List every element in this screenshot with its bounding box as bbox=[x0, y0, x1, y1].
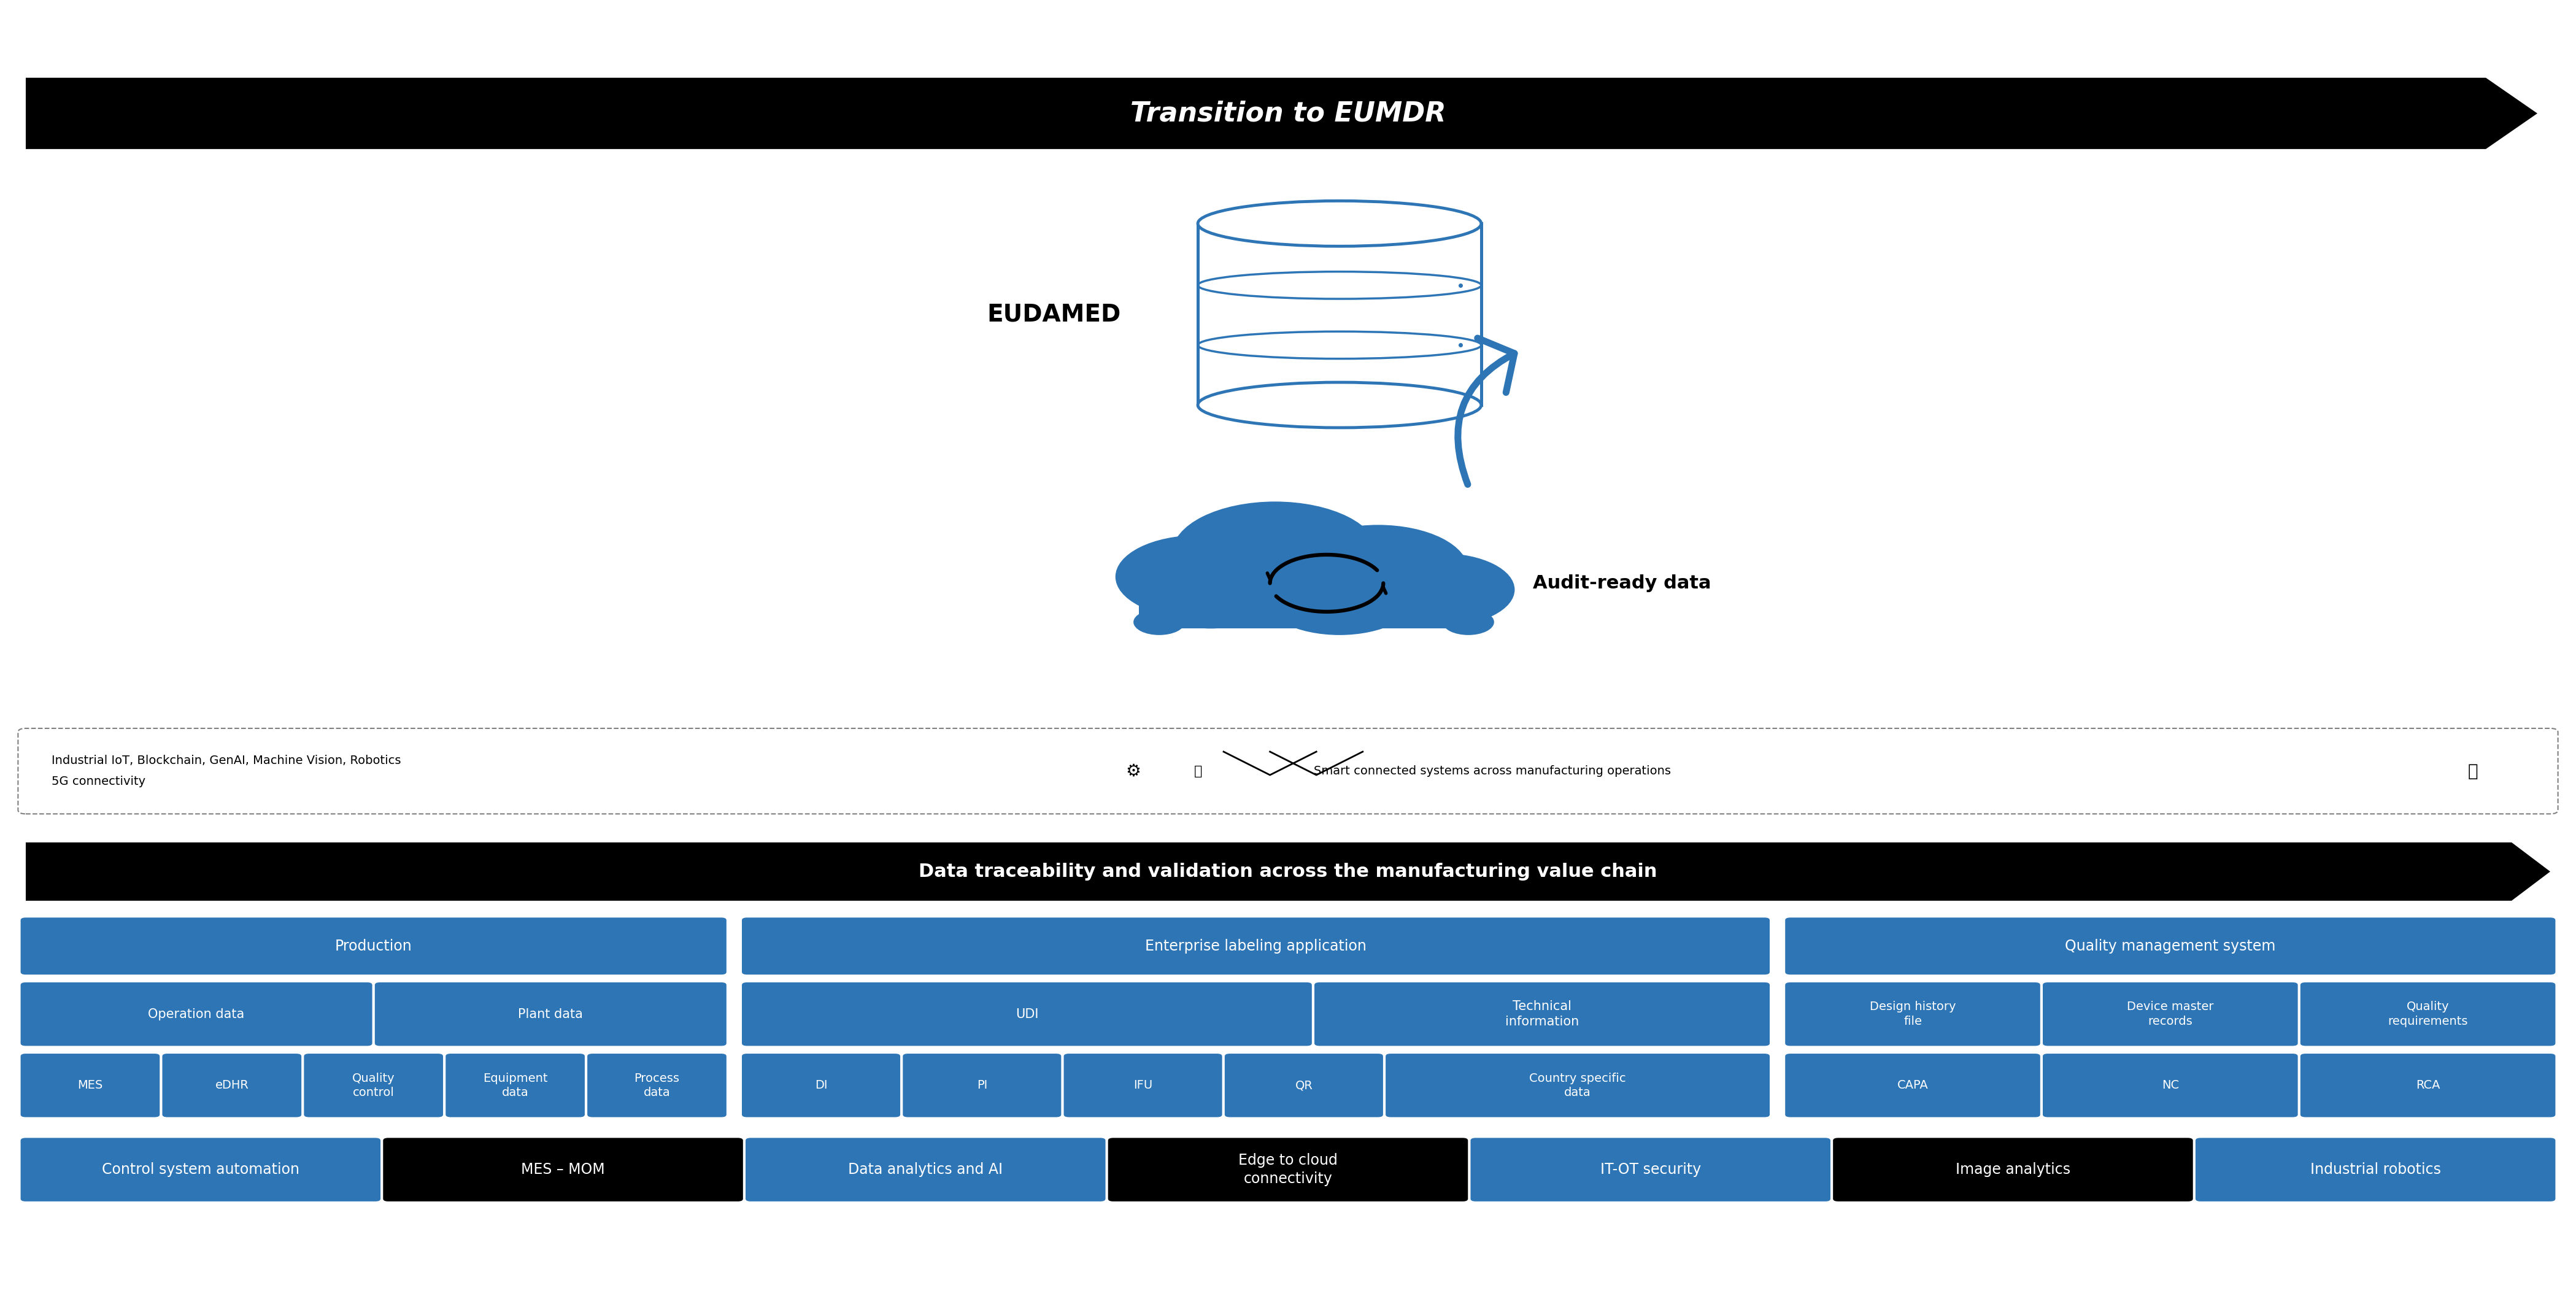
Circle shape bbox=[1370, 553, 1515, 626]
FancyBboxPatch shape bbox=[18, 728, 2558, 814]
Polygon shape bbox=[26, 842, 2550, 901]
Text: Country specific
data: Country specific data bbox=[1530, 1072, 1625, 1099]
Text: Data traceability and validation across the manufacturing value chain: Data traceability and validation across … bbox=[920, 863, 1656, 880]
Circle shape bbox=[1288, 525, 1468, 616]
FancyBboxPatch shape bbox=[446, 1054, 585, 1117]
Text: CAPA: CAPA bbox=[1896, 1080, 1929, 1091]
Text: 5G connectivity: 5G connectivity bbox=[52, 776, 144, 787]
Text: UDI: UDI bbox=[1015, 1008, 1038, 1020]
Circle shape bbox=[1262, 557, 1417, 635]
FancyBboxPatch shape bbox=[742, 1054, 899, 1117]
FancyBboxPatch shape bbox=[304, 1054, 443, 1117]
Circle shape bbox=[1133, 609, 1185, 635]
FancyBboxPatch shape bbox=[587, 1054, 726, 1117]
Text: Smart connected systems across manufacturing operations: Smart connected systems across manufactu… bbox=[1314, 766, 1672, 776]
FancyBboxPatch shape bbox=[384, 1138, 742, 1201]
FancyBboxPatch shape bbox=[1224, 1054, 1383, 1117]
Text: Design history
file: Design history file bbox=[1870, 1001, 1955, 1028]
Text: Enterprise labeling application: Enterprise labeling application bbox=[1146, 938, 1365, 954]
FancyBboxPatch shape bbox=[21, 1138, 381, 1201]
Text: RCA: RCA bbox=[2416, 1080, 2439, 1091]
Text: 🔧: 🔧 bbox=[1193, 765, 1203, 778]
FancyBboxPatch shape bbox=[902, 1054, 1061, 1117]
Text: Image analytics: Image analytics bbox=[1955, 1163, 2071, 1177]
Bar bbox=[1139, 587, 1489, 629]
Text: Audit-ready data: Audit-ready data bbox=[1533, 574, 1710, 592]
Text: QR: QR bbox=[1296, 1080, 1314, 1091]
FancyBboxPatch shape bbox=[1471, 1138, 1832, 1201]
Text: Device master
records: Device master records bbox=[2128, 1001, 2213, 1028]
Text: 🏗: 🏗 bbox=[2468, 762, 2478, 780]
Text: PI: PI bbox=[976, 1080, 987, 1091]
Text: Quality
requirements: Quality requirements bbox=[2388, 1001, 2468, 1028]
FancyBboxPatch shape bbox=[742, 982, 1311, 1046]
Circle shape bbox=[1172, 502, 1378, 605]
Text: Control system automation: Control system automation bbox=[103, 1163, 299, 1177]
Text: Production: Production bbox=[335, 938, 412, 954]
Text: Equipment
data: Equipment data bbox=[482, 1072, 549, 1099]
Text: Transition to EUMDR: Transition to EUMDR bbox=[1131, 100, 1445, 127]
FancyBboxPatch shape bbox=[21, 918, 726, 975]
Text: EUDAMED: EUDAMED bbox=[987, 303, 1121, 325]
FancyBboxPatch shape bbox=[2300, 982, 2555, 1046]
FancyBboxPatch shape bbox=[1386, 1054, 1770, 1117]
Text: Technical
information: Technical information bbox=[1504, 1001, 1579, 1028]
FancyBboxPatch shape bbox=[1785, 982, 2040, 1046]
FancyBboxPatch shape bbox=[1314, 982, 1770, 1046]
Text: Quality management system: Quality management system bbox=[2066, 938, 2275, 954]
FancyBboxPatch shape bbox=[2300, 1054, 2555, 1117]
Text: IFU: IFU bbox=[1133, 1080, 1151, 1091]
FancyArrowPatch shape bbox=[1458, 338, 1515, 485]
FancyBboxPatch shape bbox=[1834, 1138, 2192, 1201]
FancyBboxPatch shape bbox=[21, 1054, 160, 1117]
Polygon shape bbox=[26, 78, 2537, 149]
Text: eDHR: eDHR bbox=[214, 1080, 250, 1091]
FancyBboxPatch shape bbox=[2043, 982, 2298, 1046]
FancyBboxPatch shape bbox=[1064, 1054, 1221, 1117]
Circle shape bbox=[1115, 535, 1280, 618]
Ellipse shape bbox=[1198, 201, 1481, 246]
Text: DI: DI bbox=[814, 1080, 827, 1091]
Text: Industrial IoT, Blockchain, GenAI, Machine Vision, Robotics: Industrial IoT, Blockchain, GenAI, Machi… bbox=[52, 756, 402, 766]
Text: Plant data: Plant data bbox=[518, 1008, 582, 1020]
FancyBboxPatch shape bbox=[376, 982, 726, 1046]
FancyBboxPatch shape bbox=[744, 1138, 1105, 1201]
Text: Process
data: Process data bbox=[634, 1072, 680, 1099]
FancyBboxPatch shape bbox=[1785, 1054, 2040, 1117]
FancyBboxPatch shape bbox=[742, 918, 1770, 975]
Text: Data analytics and AI: Data analytics and AI bbox=[848, 1163, 1002, 1177]
Text: Operation data: Operation data bbox=[149, 1008, 245, 1020]
Text: Edge to cloud
connectivity: Edge to cloud connectivity bbox=[1239, 1153, 1337, 1186]
FancyBboxPatch shape bbox=[162, 1054, 301, 1117]
Text: ⚙: ⚙ bbox=[1126, 762, 1141, 780]
Text: MES: MES bbox=[77, 1080, 103, 1091]
Ellipse shape bbox=[1198, 382, 1481, 428]
Circle shape bbox=[1443, 609, 1494, 635]
Circle shape bbox=[1146, 564, 1275, 629]
FancyBboxPatch shape bbox=[1108, 1138, 1468, 1201]
FancyBboxPatch shape bbox=[2195, 1138, 2555, 1201]
Bar bbox=[1198, 223, 1481, 404]
FancyBboxPatch shape bbox=[21, 982, 374, 1046]
Text: NC: NC bbox=[2161, 1080, 2179, 1091]
FancyBboxPatch shape bbox=[2043, 1054, 2298, 1117]
Text: Quality
control: Quality control bbox=[353, 1072, 394, 1099]
Text: IT-OT security: IT-OT security bbox=[1600, 1163, 1700, 1177]
FancyBboxPatch shape bbox=[1785, 918, 2555, 975]
Text: Industrial robotics: Industrial robotics bbox=[2311, 1163, 2442, 1177]
Text: MES – MOM: MES – MOM bbox=[520, 1163, 605, 1177]
